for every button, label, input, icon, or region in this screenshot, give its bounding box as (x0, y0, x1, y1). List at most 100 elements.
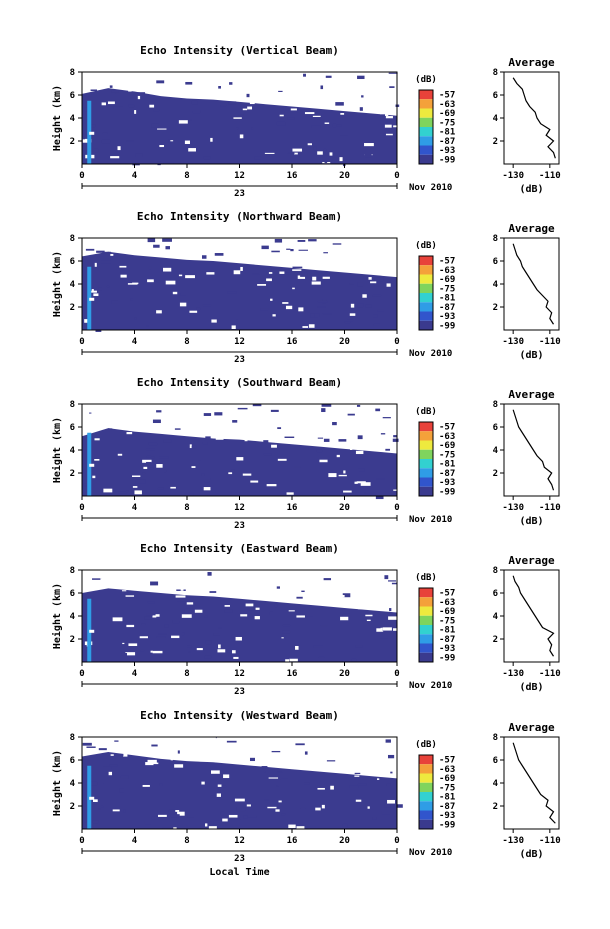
echo-speckle (354, 772, 361, 775)
echo-speckle (231, 325, 236, 330)
echo-speckle (366, 83, 375, 85)
echo-speckle (156, 410, 162, 413)
echo-speckle (191, 466, 196, 468)
echo-speckle (101, 260, 111, 264)
colorbar-swatch (419, 431, 433, 441)
colorbar-swatch (419, 764, 433, 774)
echo-speckle (126, 624, 135, 628)
echo-speckle (383, 603, 392, 607)
echo-speckle (393, 816, 396, 820)
echo-speckle (330, 785, 334, 790)
echo-speckle (268, 777, 279, 779)
echo-speckle (380, 433, 386, 435)
echo-speckle (286, 492, 294, 495)
echo-speckle (233, 270, 241, 275)
average-x-axis-label: (dB) (519, 516, 543, 527)
echo-speckle (374, 277, 384, 282)
echo-speckle (306, 616, 314, 619)
colorbar-swatch (419, 773, 433, 783)
echo-speckle (263, 453, 272, 456)
echo-speckle (108, 771, 113, 776)
echo-speckle (243, 815, 248, 819)
echo-speckle (190, 150, 196, 154)
average-y-tick-label: 4 (493, 446, 499, 456)
echo-speckle (393, 628, 400, 631)
date-suffix: Nov 2010 (409, 183, 452, 193)
echo-speckle (282, 624, 291, 627)
echo-speckle (288, 824, 296, 829)
echo-speckle (122, 739, 130, 742)
echo-speckle (85, 248, 95, 251)
echo-speckle (122, 642, 125, 645)
echo-speckle (371, 110, 378, 114)
echo-speckle (367, 806, 370, 809)
echo-speckle (189, 310, 198, 313)
echo-speckle (267, 806, 277, 809)
colorbar-swatch (419, 634, 433, 644)
echo-speckle (89, 629, 95, 633)
x-tick-label: 4 (132, 337, 138, 347)
echo-speckle (274, 603, 278, 608)
echo-speckle (120, 775, 129, 779)
echo-speckle (323, 252, 328, 254)
echo-speckle (240, 614, 248, 617)
echo-speckle (98, 808, 101, 810)
echo-speckle (132, 486, 138, 488)
echo-speckle (149, 467, 154, 470)
colorbar-label: -69 (439, 275, 455, 285)
echo-speckle (188, 249, 192, 251)
echo-speckle (316, 449, 323, 453)
echo-speckle (135, 479, 146, 484)
echo-speckle (269, 611, 274, 616)
echo-speckle (382, 417, 391, 419)
echo-speckle (89, 131, 95, 135)
echo-speckle (179, 302, 187, 307)
average-y-tick-label: 4 (493, 280, 499, 290)
echo-speckle (164, 624, 169, 628)
echo-speckle (103, 488, 113, 493)
echo-speckle (123, 753, 128, 757)
echo-speckle (147, 279, 154, 283)
echo-speckle (345, 159, 353, 162)
beam-panel: Echo Intensity (Northward Beam) 2 4 6 8 Heigh… (51, 210, 561, 365)
echo-speckle (242, 473, 252, 476)
colorbar-swatch (419, 486, 433, 496)
echo-speckle (286, 248, 291, 250)
y-tick-label: 6 (70, 423, 75, 433)
beam-panel: Echo Intensity (Southward Beam) 2 4 6 8 Heigh… (51, 376, 561, 531)
echo-speckle (102, 132, 108, 134)
echo-speckle (185, 602, 194, 605)
echo-speckle (186, 645, 192, 648)
echo-speckle (320, 625, 328, 627)
colorbar-label: -93 (439, 811, 455, 821)
echo-speckle (196, 307, 201, 311)
echo-speckle (226, 740, 237, 743)
echo-speckle (388, 616, 398, 620)
echo-speckle (239, 134, 244, 139)
y-tick-label: 8 (70, 733, 75, 743)
echo-speckle (296, 615, 305, 618)
echo-speckle (361, 95, 364, 98)
echo-speckle (108, 428, 113, 430)
colorbar-swatch (419, 588, 433, 598)
x-tick-label: 8 (184, 337, 189, 347)
colorbar-unit: (dB) (415, 740, 437, 750)
echo-speckle (198, 460, 201, 464)
echo-speckle (187, 816, 195, 818)
echo-speckle (136, 92, 146, 94)
echo-speckle (339, 135, 348, 139)
echo-speckle (140, 649, 145, 652)
echo-speckle (364, 585, 375, 588)
echo-speckle (188, 610, 195, 615)
echo-speckle (357, 606, 362, 610)
echo-speckle (203, 156, 211, 160)
colorbar-unit: (dB) (415, 75, 437, 85)
average-profile-line (512, 575, 555, 657)
echo-speckle (146, 455, 152, 458)
echo-speckle (92, 820, 99, 824)
echo-speckle (246, 804, 251, 807)
echo-speckle (319, 459, 328, 463)
colorbar-label: -75 (439, 450, 455, 460)
echo-speckle (347, 413, 355, 416)
echo-speckle (141, 623, 146, 626)
